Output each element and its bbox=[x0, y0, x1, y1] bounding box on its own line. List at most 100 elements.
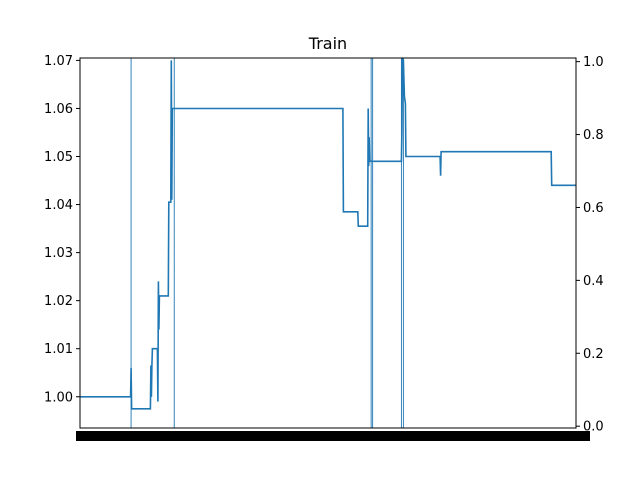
x-tick-label-228 bbox=[541, 431, 546, 441]
x-tick-label-3 bbox=[82, 431, 87, 441]
x-tick-label-53 bbox=[184, 431, 189, 441]
x-tick-label-121 bbox=[322, 431, 327, 441]
x-tick-label-201 bbox=[486, 431, 490, 441]
x-tick-label-16 bbox=[108, 431, 113, 441]
x-tick-label-198 bbox=[479, 431, 484, 441]
x-tick-label-26 bbox=[129, 431, 133, 441]
x-tick-label-36 bbox=[149, 431, 154, 441]
x-tick-label-56 bbox=[190, 431, 195, 441]
x-tick-label-221 bbox=[526, 431, 531, 441]
y2-tick-label-1: 0.2 bbox=[583, 347, 604, 362]
y-tick-label-5: 1.05 bbox=[44, 150, 73, 165]
x-tick-label-31 bbox=[139, 431, 144, 441]
x-tick-label-243 bbox=[571, 431, 576, 441]
x-tick-label-98 bbox=[275, 431, 280, 441]
x-tick-label-168 bbox=[418, 431, 423, 441]
x-tick-label-203 bbox=[490, 431, 495, 441]
x-tick-label-213 bbox=[510, 431, 515, 441]
y-tick-label-2: 1.02 bbox=[44, 294, 73, 309]
x-tick-label-141 bbox=[363, 431, 368, 441]
x-tick-label-91 bbox=[261, 431, 266, 441]
x-tick-label-103 bbox=[286, 431, 291, 441]
x-tick-label-123 bbox=[326, 431, 331, 441]
x-tick-label-161 bbox=[404, 431, 409, 441]
x-tick-label-71 bbox=[220, 431, 225, 441]
y2-tick-label-2: 0.4 bbox=[583, 274, 604, 289]
x-tick-label-61 bbox=[200, 431, 205, 441]
x-tick-label-216 bbox=[516, 431, 521, 441]
x-tick-label-6 bbox=[88, 431, 93, 441]
x-tick-label-38 bbox=[153, 431, 158, 441]
x-tick-label-158 bbox=[398, 431, 403, 441]
x-tick-label-33 bbox=[143, 431, 148, 441]
x-tick-label-133 bbox=[347, 431, 352, 441]
x-tick-label-186 bbox=[455, 431, 460, 441]
y-tick-label-3: 1.03 bbox=[44, 246, 73, 261]
x-tick-label-41 bbox=[159, 431, 164, 441]
x-tick-label-181 bbox=[445, 431, 450, 441]
x-tick-label-43 bbox=[163, 431, 168, 441]
x-tick-label-178 bbox=[439, 431, 444, 441]
x-tick-label-218 bbox=[520, 431, 525, 441]
x-tick-label-148 bbox=[377, 431, 382, 441]
x-tick-label-76 bbox=[231, 431, 235, 441]
x-tick-label-18 bbox=[112, 431, 117, 441]
x-tick-label-238 bbox=[561, 431, 566, 441]
x-tick-label-51 bbox=[180, 431, 184, 441]
x-tick-label-206 bbox=[496, 431, 501, 441]
x-tick-label-11 bbox=[98, 431, 103, 441]
x-tick-label-21 bbox=[118, 431, 123, 441]
x-tick-label-83 bbox=[245, 431, 250, 441]
x-tick-label-66 bbox=[210, 431, 215, 441]
x-tick-label-128 bbox=[337, 431, 342, 441]
x-tick-label-68 bbox=[214, 431, 219, 441]
axes-frame bbox=[79, 57, 577, 429]
x-tick-label-183 bbox=[449, 431, 454, 441]
series-line-0 bbox=[80, 57, 576, 410]
x-tick-label-111 bbox=[302, 431, 307, 441]
x-tick-label-173 bbox=[428, 431, 433, 441]
x-tick-label-163 bbox=[408, 431, 413, 441]
x-tick-label-233 bbox=[551, 431, 556, 441]
x-tick-label-246 bbox=[577, 431, 582, 441]
x-tick-label-63 bbox=[204, 431, 209, 441]
x-tick-label-1 bbox=[78, 431, 82, 441]
x-tick-label-191 bbox=[465, 431, 470, 441]
x-tick-label-153 bbox=[388, 431, 393, 441]
x-tick-label-223 bbox=[530, 431, 535, 441]
x-tick-label-116 bbox=[312, 431, 317, 441]
y2-tick-label-3: 0.6 bbox=[583, 201, 604, 216]
y-tick-label-6: 1.06 bbox=[44, 102, 73, 117]
x-tick-label-138 bbox=[357, 431, 362, 441]
x-tick-label-88 bbox=[255, 431, 260, 441]
y2-tick-label-5: 1.0 bbox=[583, 55, 604, 70]
x-tick-label-131 bbox=[343, 431, 348, 441]
x-tick-label-13 bbox=[102, 431, 107, 441]
x-tick-label-226 bbox=[537, 431, 541, 441]
plot-area: 1.00 1.01 1.02 1.03 1.04 1.05 1.06 1.07 0.0 0.2 0.… bbox=[44, 54, 604, 441]
x-tick-label-23 bbox=[122, 431, 127, 441]
x-tick-label-151 bbox=[384, 431, 388, 441]
x-tick-label-156 bbox=[394, 431, 399, 441]
x-tick-label-106 bbox=[292, 431, 297, 441]
x-tick-label-231 bbox=[547, 431, 552, 441]
y-tick-label-0: 1.00 bbox=[44, 390, 73, 405]
chart-title: Train bbox=[308, 34, 347, 53]
x-tick-label-248 bbox=[581, 431, 586, 441]
y-tick-label-1: 1.01 bbox=[44, 342, 73, 357]
x-tick-label-113 bbox=[306, 431, 311, 441]
y2-tick-label-4: 0.8 bbox=[583, 128, 604, 143]
x-tick-label-78 bbox=[235, 431, 240, 441]
x-tick-label-136 bbox=[353, 431, 358, 441]
x-tick-label-188 bbox=[459, 431, 464, 441]
x-tick-label-48 bbox=[173, 431, 178, 441]
x-tick-label-211 bbox=[506, 431, 511, 441]
y2-tick-label-0: 0.0 bbox=[583, 420, 604, 435]
x-tick-label-8 bbox=[92, 431, 97, 441]
x-tick-label-171 bbox=[424, 431, 429, 441]
x-tick-label-28 bbox=[133, 431, 138, 441]
y-tick-label-4: 1.04 bbox=[44, 198, 73, 213]
x-tick-label-193 bbox=[469, 431, 474, 441]
x-tick-label-250 bbox=[586, 431, 590, 441]
